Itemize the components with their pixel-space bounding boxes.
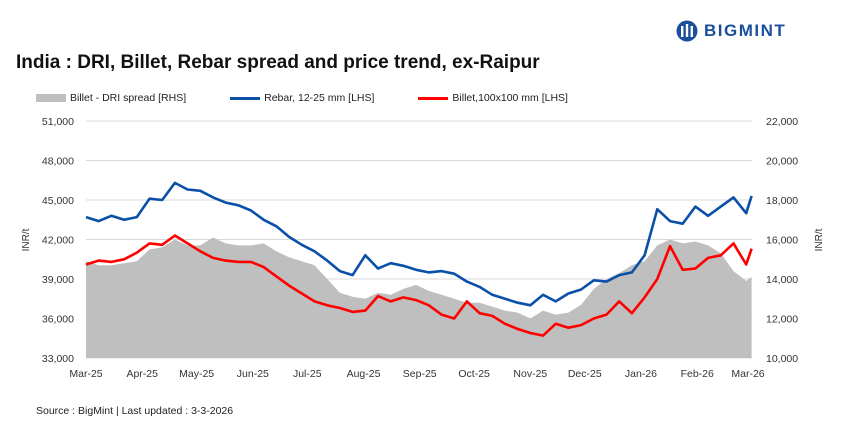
legend-swatch (418, 96, 449, 100)
y-left-tick-label: 39,000 (42, 274, 74, 286)
source-note: Source : BigMint | Last updated : 3-3-20… (36, 405, 234, 417)
x-tick-label: Feb-26 (681, 368, 714, 380)
x-tick-label: Jan-26 (625, 368, 657, 380)
legend-swatch (230, 96, 261, 100)
spread-area (86, 237, 752, 358)
legend-label: Billet - DRI spread [RHS] (70, 92, 187, 104)
legend-item-rebar: Rebar, 12-25 mm [LHS] (230, 92, 374, 104)
y-left-tick-label: 42,000 (42, 235, 74, 247)
y-right-tick-label: 14,000 (766, 274, 798, 286)
x-tick-label: May-25 (179, 368, 214, 380)
y-left-tick-label: 48,000 (42, 156, 74, 168)
legend-swatch (36, 94, 66, 102)
y-left-tick-label: 45,000 (42, 195, 74, 207)
x-tick-label: Dec-25 (568, 368, 602, 380)
y-right-tick-label: 22,000 (766, 116, 798, 128)
logo-icon (676, 20, 698, 42)
logo-text: BIGMINT (704, 21, 787, 40)
y-right-tick-label: 10,000 (766, 353, 798, 365)
chart-title: India : DRI, Billet, Rebar spread and pr… (16, 52, 540, 73)
billet-line (85, 234, 753, 337)
x-tick-label: Oct-25 (458, 368, 490, 380)
x-tick-label: Sep-25 (403, 368, 437, 380)
x-tick-label: Apr-25 (126, 368, 158, 380)
y-right-tick-label: 16,000 (766, 235, 798, 247)
x-tick-label: Mar-25 (69, 368, 102, 380)
x-tick-label: Aug-25 (347, 368, 381, 380)
y-right-axis-label: INR/t (814, 228, 825, 251)
y-right-tick-label: 18,000 (766, 195, 798, 207)
y-right-tick-label: 20,000 (766, 156, 798, 168)
y-left-tick-label: 51,000 (42, 116, 74, 128)
y-left-tick-label: 33,000 (42, 353, 74, 365)
x-tick-label: Jun-25 (237, 368, 269, 380)
legend-item-billet: Billet,100x100 mm [LHS] (418, 92, 568, 104)
rebar-line (85, 181, 753, 307)
bigmint-logo: BIGMINT (676, 20, 786, 42)
x-tick-label: Mar-26 (731, 368, 764, 380)
x-tick-label: Nov-25 (513, 368, 547, 380)
legend-item-spread: Billet - DRI spread [RHS] (36, 92, 186, 104)
y-left-tick-label: 36,000 (42, 314, 74, 326)
x-tick-label: Jul-25 (293, 368, 322, 380)
legend-label: Billet,100x100 mm [LHS] (452, 92, 568, 104)
legend: Billet - DRI spread [RHS] Rebar, 12-25 m… (36, 92, 612, 104)
y-right-tick-label: 12,000 (766, 314, 798, 326)
legend-label: Rebar, 12-25 mm [LHS] (264, 92, 375, 104)
y-left-axis-label: INR/t (21, 228, 32, 251)
